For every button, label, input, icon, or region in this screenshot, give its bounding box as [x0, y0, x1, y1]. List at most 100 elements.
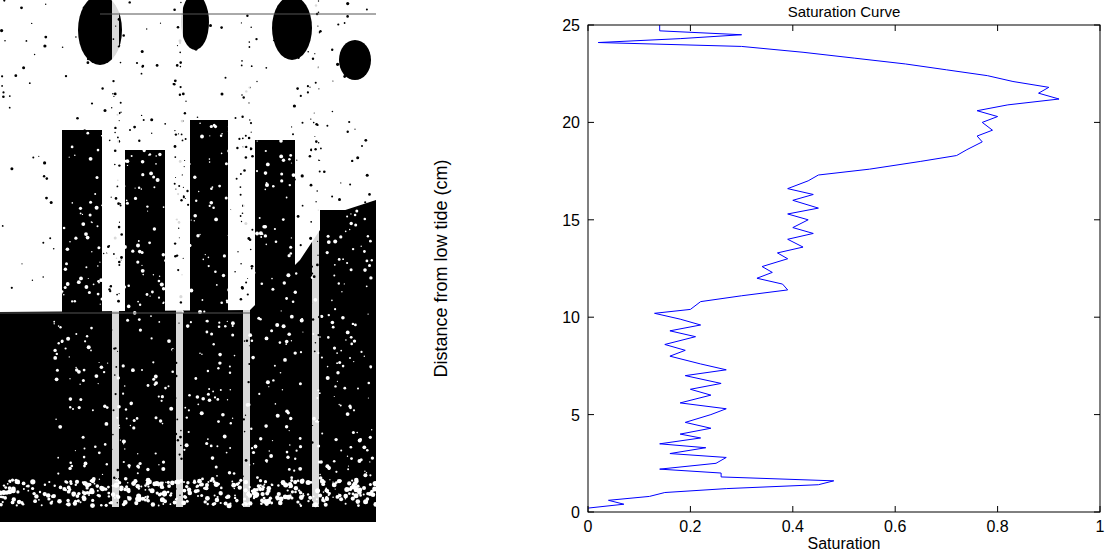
speck: [43, 175, 45, 177]
speck: [315, 140, 318, 143]
speck: [71, 300, 73, 302]
speck: [265, 150, 267, 152]
speck: [242, 212, 244, 214]
speck: [141, 50, 144, 53]
speck: [120, 62, 122, 64]
speck: [66, 499, 69, 502]
speck: [302, 180, 305, 183]
speck: [141, 160, 145, 164]
speck: [134, 197, 137, 200]
speck: [151, 337, 153, 339]
speck: [246, 340, 248, 342]
speck: [109, 290, 111, 292]
speck: [179, 61, 182, 64]
speck: [2, 501, 4, 503]
speck: [354, 478, 359, 483]
speck: [171, 348, 174, 351]
speck: [23, 488, 25, 490]
speck: [197, 479, 202, 484]
speck: [199, 123, 201, 125]
speck: [214, 396, 216, 398]
speck: [48, 481, 50, 483]
speck: [368, 382, 371, 385]
speck: [259, 217, 261, 219]
speck: [251, 349, 253, 351]
speck: [75, 36, 77, 38]
speck: [99, 262, 100, 263]
speck: [254, 493, 259, 498]
speck: [269, 450, 271, 452]
speck: [346, 331, 350, 335]
speck: [118, 226, 121, 229]
speck: [251, 155, 254, 158]
speck: [215, 465, 218, 468]
speck: [91, 499, 94, 502]
speck: [57, 218, 61, 222]
speck: [155, 155, 157, 157]
speck: [245, 135, 247, 137]
speck: [251, 311, 253, 313]
speck: [114, 93, 117, 96]
speck: [116, 495, 120, 499]
speck: [354, 324, 357, 327]
speck: [91, 251, 92, 252]
speck: [332, 483, 337, 488]
x-tick-label: 0.4: [782, 518, 804, 535]
speck: [147, 384, 150, 387]
speck: [133, 126, 136, 129]
speck: [307, 85, 309, 87]
speck: [310, 303, 312, 305]
speck: [374, 228, 376, 230]
speck: [338, 494, 339, 495]
speck: [175, 189, 176, 190]
speck: [160, 497, 165, 502]
speck: [98, 383, 99, 384]
speck: [109, 52, 111, 54]
speck: [87, 61, 90, 64]
speck: [259, 231, 263, 235]
speck: [320, 479, 324, 483]
speck: [218, 353, 222, 357]
speck: [334, 438, 337, 441]
speck: [74, 300, 77, 303]
speck: [207, 481, 209, 483]
speck: [41, 504, 43, 506]
y-tick: [1094, 219, 1100, 220]
speck: [122, 364, 125, 367]
speck: [287, 411, 290, 414]
speck: [191, 220, 192, 221]
speck: [105, 292, 107, 294]
speck: [249, 41, 251, 43]
speck: [94, 193, 96, 195]
speck: [123, 461, 125, 463]
speck: [208, 265, 210, 267]
speck: [55, 377, 59, 381]
speck: [209, 158, 211, 160]
speck: [167, 339, 171, 343]
speck: [357, 388, 359, 390]
speck: [155, 416, 158, 419]
speck: [318, 0, 319, 1]
speck: [316, 190, 318, 192]
speck: [251, 229, 253, 231]
speck: [136, 465, 139, 468]
speck: [158, 505, 160, 507]
speck: [117, 469, 120, 472]
speck: [9, 481, 11, 483]
speck: [21, 263, 22, 264]
speck: [314, 113, 315, 114]
speck: [119, 485, 123, 489]
y-tick: [588, 219, 594, 220]
speck: [238, 482, 240, 484]
speck: [228, 234, 231, 237]
speck: [216, 475, 218, 477]
speck: [140, 486, 142, 488]
speck: [229, 503, 231, 505]
speck: [126, 200, 128, 202]
speck: [109, 140, 110, 141]
speck: [210, 480, 213, 483]
dry-zone: [0, 0, 376, 312]
speck: [333, 239, 337, 243]
speck: [179, 495, 180, 496]
speck: [211, 456, 215, 460]
